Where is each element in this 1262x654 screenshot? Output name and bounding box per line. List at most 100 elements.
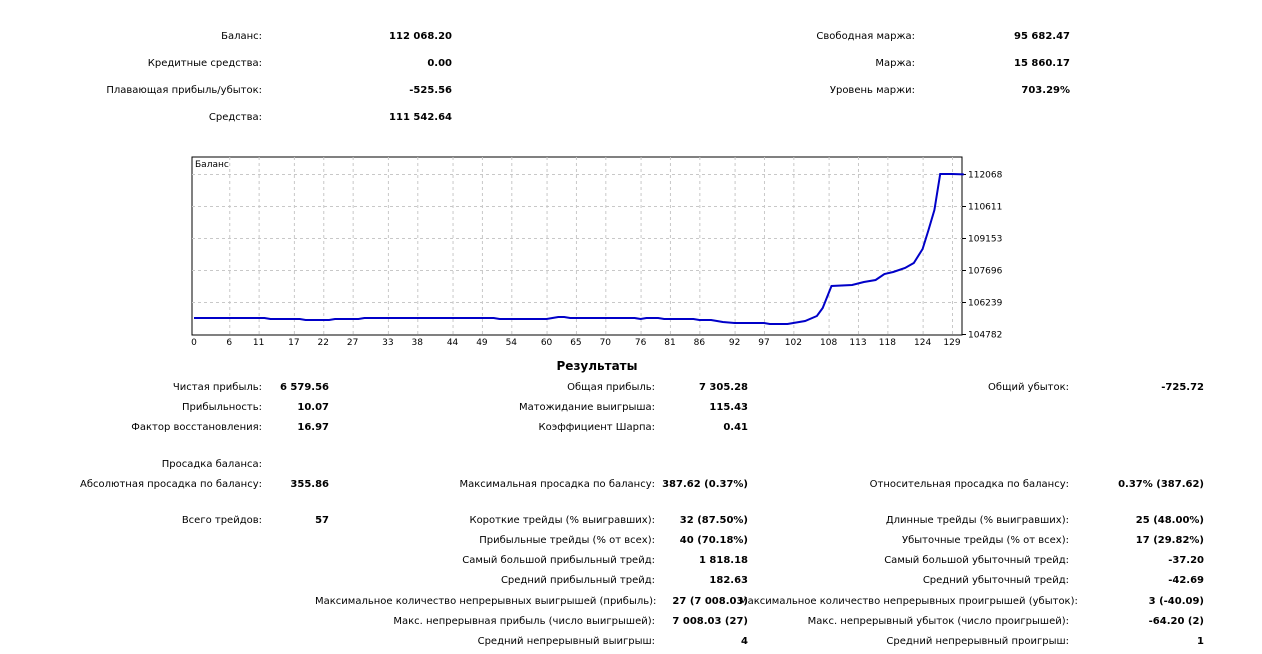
result-label: Самый большой убыточный трейд: xyxy=(884,555,1069,566)
x-tick-label: 49 xyxy=(476,338,488,348)
x-tick-label: 27 xyxy=(347,338,358,348)
y-tick-label: 112068 xyxy=(968,171,1003,181)
result-value: 17 (29.82%) xyxy=(1135,535,1204,546)
account-value: 112 068.20 xyxy=(389,31,452,42)
result-label: Средний прибыльный трейд: xyxy=(500,575,655,586)
result-value: 3 (-40.09) xyxy=(1148,596,1204,607)
x-tick-label: 113 xyxy=(849,338,866,348)
result-label: Всего трейдов: xyxy=(181,515,262,526)
x-tick-label: 81 xyxy=(664,338,675,348)
result-value: 6 579.56 xyxy=(279,382,329,393)
x-tick-label: 102 xyxy=(785,338,802,348)
result-value: 0.37% (387.62) xyxy=(1118,479,1204,490)
account-value: 0.00 xyxy=(427,58,452,69)
account-value: 95 682.47 xyxy=(1014,31,1070,42)
results-title: Результаты xyxy=(556,359,638,373)
x-tick-label: 38 xyxy=(412,338,424,348)
result-value: 7 008.03 (27) xyxy=(672,616,748,627)
result-label: Средний убыточный трейд: xyxy=(922,575,1069,586)
account-value: -525.56 xyxy=(409,85,452,96)
x-tick-label: 118 xyxy=(879,338,896,348)
result-label: Максимальное количество непрерывных прои… xyxy=(739,596,1078,607)
result-value: 16.97 xyxy=(297,422,329,433)
x-tick-label: 86 xyxy=(694,338,706,348)
result-value: 27 (7 008.03) xyxy=(672,596,748,607)
result-value: 7 305.28 xyxy=(698,382,748,393)
y-tick-label: 110611 xyxy=(968,203,1002,213)
result-value: 25 (48.00%) xyxy=(1135,515,1204,526)
result-value: 115.43 xyxy=(709,402,748,413)
x-tick-label: 60 xyxy=(541,338,553,348)
balance-line xyxy=(194,173,964,325)
result-value: 4 xyxy=(741,636,748,647)
account-label: Средства: xyxy=(208,112,262,123)
x-tick-label: 22 xyxy=(318,338,329,348)
result-label: Просадка баланса: xyxy=(161,459,262,470)
x-tick-label: 108 xyxy=(820,338,837,348)
result-value: -64.20 (2) xyxy=(1148,616,1204,627)
result-label: Чистая прибыль: xyxy=(172,382,262,393)
x-tick-label: 44 xyxy=(447,338,459,348)
x-tick-label: 11 xyxy=(253,338,264,348)
result-label: Прибыльность: xyxy=(182,402,262,413)
x-tick-label: 54 xyxy=(506,338,518,348)
result-label: Матожидание выигрыша: xyxy=(518,402,655,413)
result-label: Длинные трейды (% выигравших): xyxy=(885,515,1069,526)
y-tick-label: 104782 xyxy=(968,331,1002,341)
result-label: Коэффициент Шарпа: xyxy=(538,422,655,433)
result-label: Макс. непрерывный убыток (число проигрыш… xyxy=(807,616,1069,627)
account-label: Маржа: xyxy=(875,58,915,69)
y-tick-label: 106239 xyxy=(968,299,1003,309)
result-label: Макс. непрерывная прибыль (число выигрыш… xyxy=(393,616,655,627)
result-value: 1 818.18 xyxy=(698,555,748,566)
x-tick-label: 92 xyxy=(729,338,740,348)
result-label: Самый большой прибыльный трейд: xyxy=(462,555,655,566)
account-value: 703.29% xyxy=(1021,85,1070,96)
result-label: Абсолютная просадка по балансу: xyxy=(80,479,262,490)
result-value: -725.72 xyxy=(1161,382,1204,393)
x-tick-label: 124 xyxy=(914,338,931,348)
account-value: 111 542.64 xyxy=(389,112,452,123)
result-label: Относительная просадка по балансу: xyxy=(869,479,1069,490)
result-label: Максимальное количество непрерывных выиг… xyxy=(315,596,657,607)
result-value: 182.63 xyxy=(709,575,748,586)
result-value: 57 xyxy=(315,515,329,526)
x-tick-label: 70 xyxy=(600,338,612,348)
result-label: Средний непрерывный выигрыш: xyxy=(477,636,655,647)
account-label: Уровень маржи: xyxy=(829,85,915,96)
account-value: 15 860.17 xyxy=(1014,58,1070,69)
result-value: -42.69 xyxy=(1168,575,1204,586)
result-label: Общая прибыль: xyxy=(567,382,655,393)
account-label: Плавающая прибыль/убыток: xyxy=(106,85,262,96)
x-tick-label: 65 xyxy=(570,338,581,348)
result-value: 1 xyxy=(1197,636,1204,647)
y-tick-label: 107696 xyxy=(968,267,1003,277)
result-label: Средний непрерывный проигрыш: xyxy=(886,636,1069,647)
account-label: Баланс: xyxy=(221,31,262,42)
x-tick-label: 33 xyxy=(382,338,393,348)
chart-title: Баланс xyxy=(195,160,229,170)
x-tick-label: 97 xyxy=(758,338,769,348)
balance-chart: 0 6 11 17 22 27 33 38 44 49 54 60 65 70 76 81 86 92 97 102 1… xyxy=(191,156,1003,348)
result-value: 32 (87.50%) xyxy=(679,515,748,526)
account-label: Кредитные средства: xyxy=(147,58,262,69)
x-tick-label: 76 xyxy=(635,338,647,348)
plot-area xyxy=(191,156,963,336)
x-tick-label: 0 xyxy=(191,338,197,348)
result-value: 10.07 xyxy=(297,402,329,413)
x-tick-label: 129 xyxy=(943,338,960,348)
result-value: 387.62 (0.37%) xyxy=(662,479,748,490)
result-value: -37.20 xyxy=(1168,555,1204,566)
result-label: Убыточные трейды (% от всех): xyxy=(901,535,1069,546)
x-tick-label: 6 xyxy=(226,338,232,348)
result-label: Максимальная просадка по балансу: xyxy=(459,479,655,490)
result-value: 40 (70.18%) xyxy=(679,535,748,546)
x-tick-label: 17 xyxy=(288,338,299,348)
account-label: Свободная маржа: xyxy=(816,31,915,42)
y-tick-label: 109153 xyxy=(968,235,1002,245)
result-label: Короткие трейды (% выигравших): xyxy=(469,515,655,526)
result-label: Прибыльные трейды (% от всех): xyxy=(479,535,655,546)
result-value: 355.86 xyxy=(290,479,329,490)
result-value: 0.41 xyxy=(723,422,748,433)
result-label: Фактор восстановления: xyxy=(131,422,262,433)
